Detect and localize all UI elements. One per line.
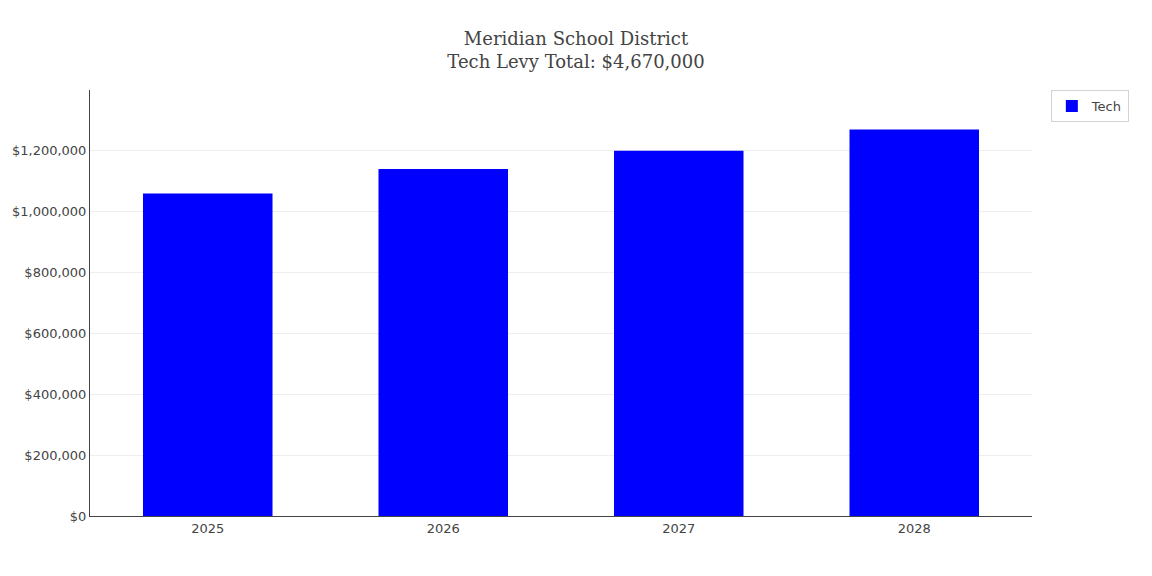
svg-text:$200,000: $200,000 [24,448,86,463]
svg-text:$600,000: $600,000 [24,326,86,341]
svg-text:Meridian School DistrictTech L: Meridian School DistrictTech Levy Total:… [447,28,704,72]
svg-text:2026: 2026 [427,521,460,536]
svg-text:$800,000: $800,000 [24,265,86,280]
svg-text:$1,000,000: $1,000,000 [12,204,86,219]
svg-text:$0: $0 [70,509,87,524]
svg-text:2025: 2025 [191,521,224,536]
svg-text:2027: 2027 [662,521,695,536]
svg-text:2028: 2028 [898,521,931,536]
svg-text:$1,200,000: $1,200,000 [12,143,86,158]
svg-text:Tech: Tech [1091,99,1121,114]
svg-text:$400,000: $400,000 [24,387,86,402]
